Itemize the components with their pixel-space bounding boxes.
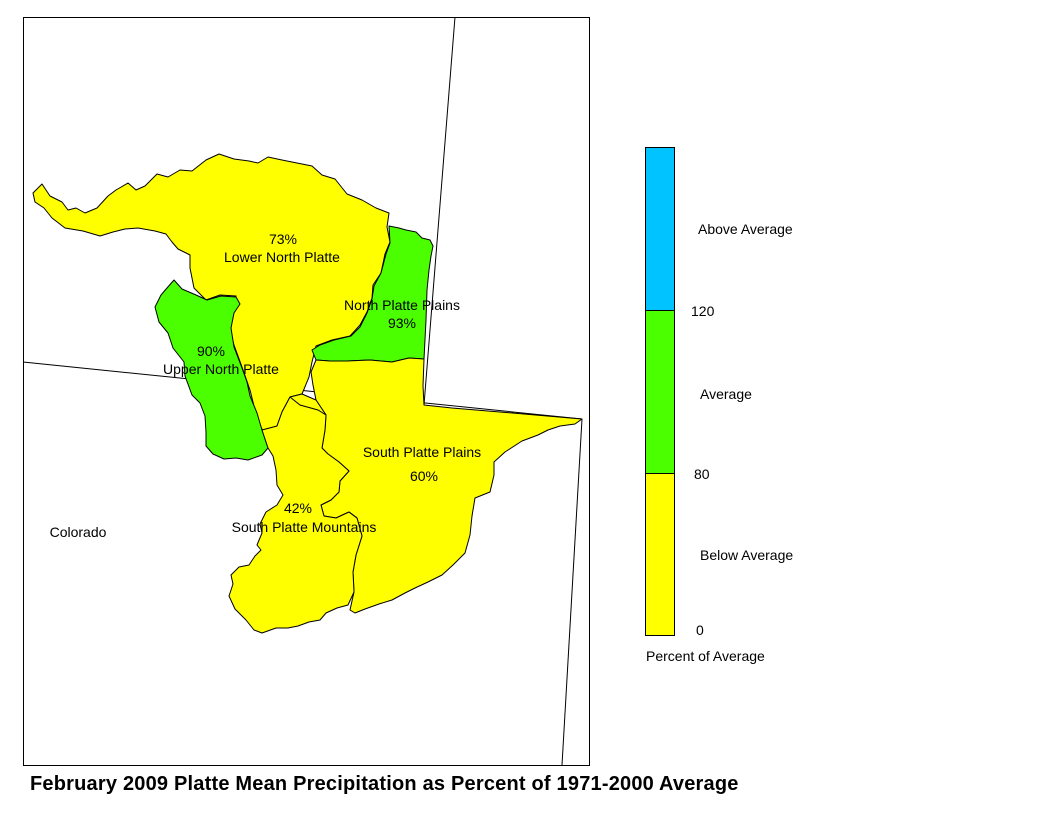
legend: Above Average Average Below Average 120 … [645, 147, 793, 664]
basin-name-upper-north-platte: Upper North Platte [163, 361, 279, 377]
state-boundary-east [423, 16, 456, 406]
basin-percent-upper-north-platte: 90% [197, 343, 225, 359]
legend-caption: Percent of Average [646, 648, 765, 664]
basin-percent-north-platte-plains: 93% [388, 315, 416, 331]
state-boundary-east-colorado [561, 418, 583, 766]
basins [32, 153, 583, 634]
map-title: February 2009 Platte Mean Precipitation … [30, 773, 739, 795]
basin-percent-south-platte-plains: 60% [410, 468, 438, 484]
basin-percent-lower-north-platte: 73% [269, 231, 297, 247]
legend-swatch-below-average [645, 473, 675, 636]
legend-label-average: Average [700, 386, 752, 402]
basin-name-north-platte-plains: North Platte Plains [344, 297, 460, 313]
divide-south [348, 511, 358, 519]
legend-swatch-above-average [645, 147, 675, 311]
basin-south-platte-mountains[interactable] [228, 393, 363, 634]
state-label-colorado: Colorado [50, 524, 107, 540]
basin-name-lower-north-platte: Lower North Platte [224, 249, 340, 265]
legend-label-above-average: Above Average [698, 221, 793, 237]
legend-swatch-average [645, 310, 675, 474]
divide-north [289, 396, 327, 416]
basin-name-south-platte-mountains: South Platte Mountains [232, 519, 377, 535]
basin-percent-south-platte-mountains: 42% [284, 500, 312, 516]
legend-break-120: 120 [691, 303, 715, 319]
legend-break-0: 0 [696, 622, 704, 638]
basin-labels: 73% Lower North Platte North Platte Plai… [50, 231, 482, 540]
basin-upper-north-platte[interactable] [154, 279, 269, 461]
basin-divides [289, 396, 358, 519]
legend-break-80: 80 [694, 466, 710, 482]
map-frame [23, 17, 590, 766]
legend-label-below-average: Below Average [700, 547, 793, 563]
basin-name-south-platte-plains: South Platte Plains [363, 444, 481, 460]
